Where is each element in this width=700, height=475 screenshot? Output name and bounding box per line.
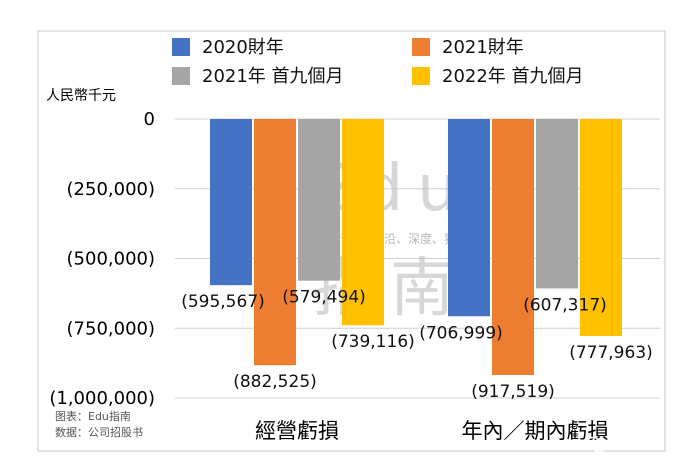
y-tick-label: (750,000) [67,318,155,339]
bar [254,119,296,366]
bars [210,119,622,375]
data-label: (777,963) [569,343,653,363]
data-label: (579,494) [282,288,366,308]
bar [448,119,490,317]
bar [342,119,384,326]
unit-label: 人民幣千元 [46,88,116,104]
legend-label: 2021財年 [442,37,524,58]
credit-badge: Edu指南 [585,436,659,453]
bar [536,119,578,289]
legend-swatch [172,38,190,56]
credit-text: Edu指南 [608,436,659,452]
y-tick-label: (250,000) [67,179,155,200]
data-label: (882,525) [233,372,317,392]
data-label: (595,567) [181,292,265,312]
y-tick-label: (500,000) [67,249,155,270]
y-tick-label: 0 [144,109,155,130]
bar [298,119,340,281]
legend-label: 2021年 首九個月 [202,66,344,87]
data-label: (706,999) [419,323,503,343]
data-label: (917,519) [471,382,555,402]
y-tick-label: (1,000,000) [49,388,155,409]
legend-swatch [172,67,190,85]
y-axis-ticks: 0 (250,000) (500,000) (750,000) (1,000,000) [49,109,155,409]
source-note-data: 数据：公司招股书 [55,425,143,439]
x-category-label: 年內／期內虧損 [462,419,609,443]
legend-label: 2020財年 [202,37,284,58]
legend-label: 2022年 首九個月 [442,66,584,87]
wechat-icon [585,436,606,453]
x-axis-categories: 經營虧損 年內／期內虧損 [255,419,609,443]
data-label: (607,317) [523,295,607,315]
data-labels: (595,567) (706,999) (882,525) (917,519) (579… [181,288,653,402]
data-label: (739,116) [331,332,415,352]
legend-swatch [412,67,430,85]
bar [492,119,534,375]
legend: 2020財年 2021財年 2021年 首九個月 2022年 首九個月 [172,37,584,87]
bar [580,119,622,337]
x-category-label: 經營虧損 [255,419,339,443]
bar [210,119,252,286]
legend-swatch [412,38,430,56]
source-note-chart: 图表：Edu指南 [55,409,131,423]
